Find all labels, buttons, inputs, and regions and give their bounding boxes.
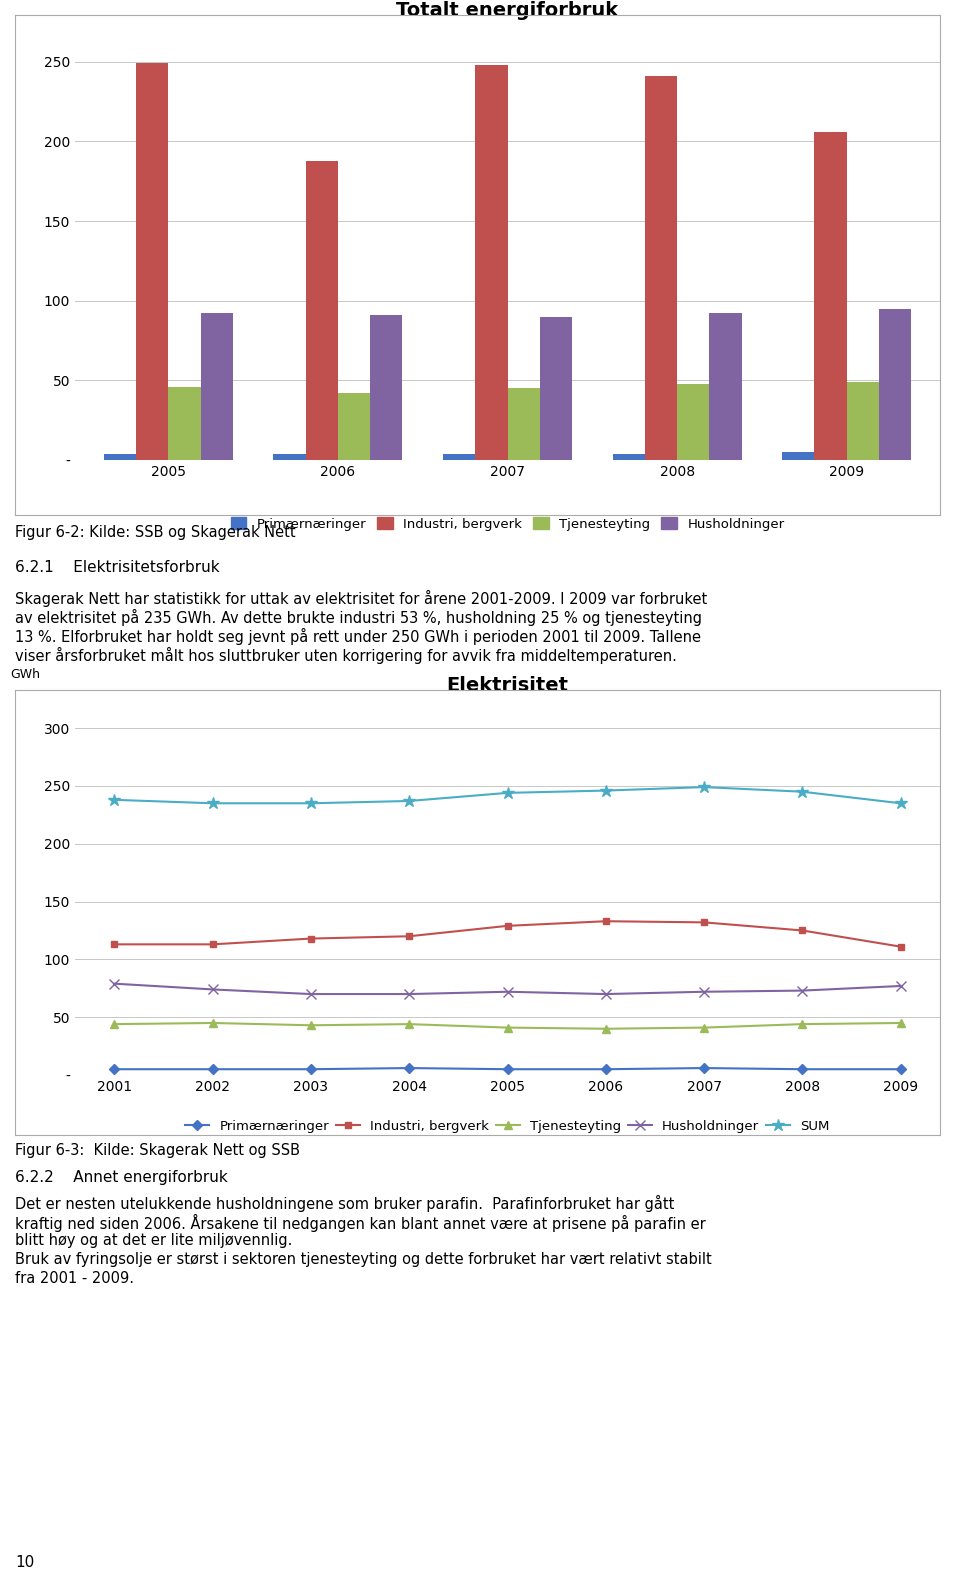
Text: Det er nesten utelukkende husholdningene som bruker parafin.  Parafinforbruket h: Det er nesten utelukkende husholdningene… [15,1195,674,1212]
Husholdninger [502,982,514,1001]
Tjenesteyting [600,1019,612,1038]
Bar [540,316,572,461]
SUM [305,794,317,813]
Husholdninger [305,984,317,1003]
Text: Figur 6-2: Kilde: SSB og Skagerak Nett: Figur 6-2: Kilde: SSB og Skagerak Nett [15,525,296,541]
Bar [508,388,540,461]
Text: 6.2.2    Annet energiforbruk: 6.2.2 Annet energiforbruk [15,1170,228,1185]
Bar [338,393,371,461]
Text: av elektrisitet på 235 GWh. Av dette brukte industri 53 %, husholdning 25 % og t: av elektrisitet på 235 GWh. Av dette bru… [15,608,702,626]
Industri, bergverk [698,913,709,932]
Bar [136,63,168,461]
Text: viser årsforbruket målt hos sluttbruker uten korrigering for avvik fra middeltem: viser årsforbruket målt hos sluttbruker … [15,648,677,663]
Bar [612,454,645,461]
Bar [104,454,136,461]
Tjenesteyting [108,1014,120,1033]
Bar [371,314,402,461]
Husholdninger [797,981,808,1000]
Husholdninger [108,975,120,994]
Text: kraftig ned siden 2006. Årsakene til nedgangen kan blant annet være at prisene p: kraftig ned siden 2006. Årsakene til ned… [15,1214,706,1232]
Text: blitt høy og at det er lite miljøvennlig.: blitt høy og at det er lite miljøvennlig… [15,1232,293,1248]
Text: 10: 10 [15,1555,35,1570]
SUM [206,794,218,813]
Tjenesteyting [305,1016,317,1034]
Bar [709,313,741,461]
Primærnæringer [108,1060,120,1078]
Husholdninger [698,982,709,1001]
Text: Bruk av fyringsolje er størst i sektoren tjenesteyting og dette forbruket har væ: Bruk av fyringsolje er størst i sektoren… [15,1251,711,1267]
Text: fra 2001 - 2009.: fra 2001 - 2009. [15,1272,134,1286]
Bar [201,313,232,461]
SUM [502,783,514,802]
Industri, bergverk [797,921,808,940]
Tjenesteyting [502,1019,514,1038]
SUM [895,794,906,813]
Tjenesteyting [895,1014,906,1033]
Legend: Primærnæringer, Industri, bergverk, Tjenesteyting, Husholdninger, SUM: Primærnæringer, Industri, bergverk, Tjen… [185,1119,829,1133]
Industri, bergverk [895,937,906,956]
Primærnæringer [206,1060,218,1078]
Text: 6.2.1    Elektrisitetsforbruk: 6.2.1 Elektrisitetsforbruk [15,560,220,575]
Husholdninger [206,979,218,998]
Title: Totalt energiforbruk: Totalt energiforbruk [396,2,618,20]
Husholdninger [600,984,612,1003]
SUM [600,781,612,800]
SUM [403,792,415,811]
Legend: Primærnæringer, Industri, bergverk, Tjenesteyting, Husholdninger: Primærnæringer, Industri, bergverk, Tjen… [230,517,784,531]
Line: Industri, bergverk: Industri, bergverk [110,918,904,949]
Line: Primærnæringer: Primærnæringer [110,1064,904,1072]
Bar [782,453,814,461]
Husholdninger [403,984,415,1003]
Industri, bergverk [502,916,514,935]
Line: SUM: SUM [108,781,907,810]
Bar [814,132,847,461]
Tjenesteyting [403,1014,415,1033]
Line: Tjenesteyting: Tjenesteyting [110,1019,905,1033]
Bar [847,382,879,461]
Bar [475,64,508,461]
Industri, bergverk [305,929,317,948]
Text: Skagerak Nett har statistikk for uttak av elektrisitet for årene 2001-2009. I 20: Skagerak Nett har statistikk for uttak a… [15,590,708,607]
Bar [677,384,709,461]
Industri, bergverk [206,935,218,954]
Primærnæringer [600,1060,612,1078]
Title: Elektrisitet: Elektrisitet [446,676,568,695]
Primærnæringer [895,1060,906,1078]
Line: Husholdninger: Husholdninger [109,979,905,998]
Bar [645,75,677,461]
Bar [879,308,911,461]
Primærnæringer [698,1058,709,1077]
Primærnæringer [403,1058,415,1077]
SUM [797,783,808,802]
Husholdninger [895,976,906,995]
Bar [444,454,475,461]
Tjenesteyting [698,1019,709,1038]
Text: Figur 6-3:  Kilde: Skagerak Nett og SSB: Figur 6-3: Kilde: Skagerak Nett og SSB [15,1143,300,1159]
SUM [108,791,120,810]
Text: 13 %. Elforbruket har holdt seg jevnt på rett under 250 GWh i perioden 2001 til : 13 %. Elforbruket har holdt seg jevnt på… [15,627,701,645]
Text: GWh: GWh [11,668,40,681]
Tjenesteyting [206,1014,218,1033]
Primærnæringer [797,1060,808,1078]
Industri, bergverk [600,912,612,931]
Bar [274,454,305,461]
Primærnæringer [502,1060,514,1078]
Primærnæringer [305,1060,317,1078]
Bar [168,387,201,461]
Bar [305,160,338,461]
Industri, bergverk [403,927,415,946]
SUM [698,778,709,797]
Tjenesteyting [797,1014,808,1033]
Industri, bergverk [108,935,120,954]
